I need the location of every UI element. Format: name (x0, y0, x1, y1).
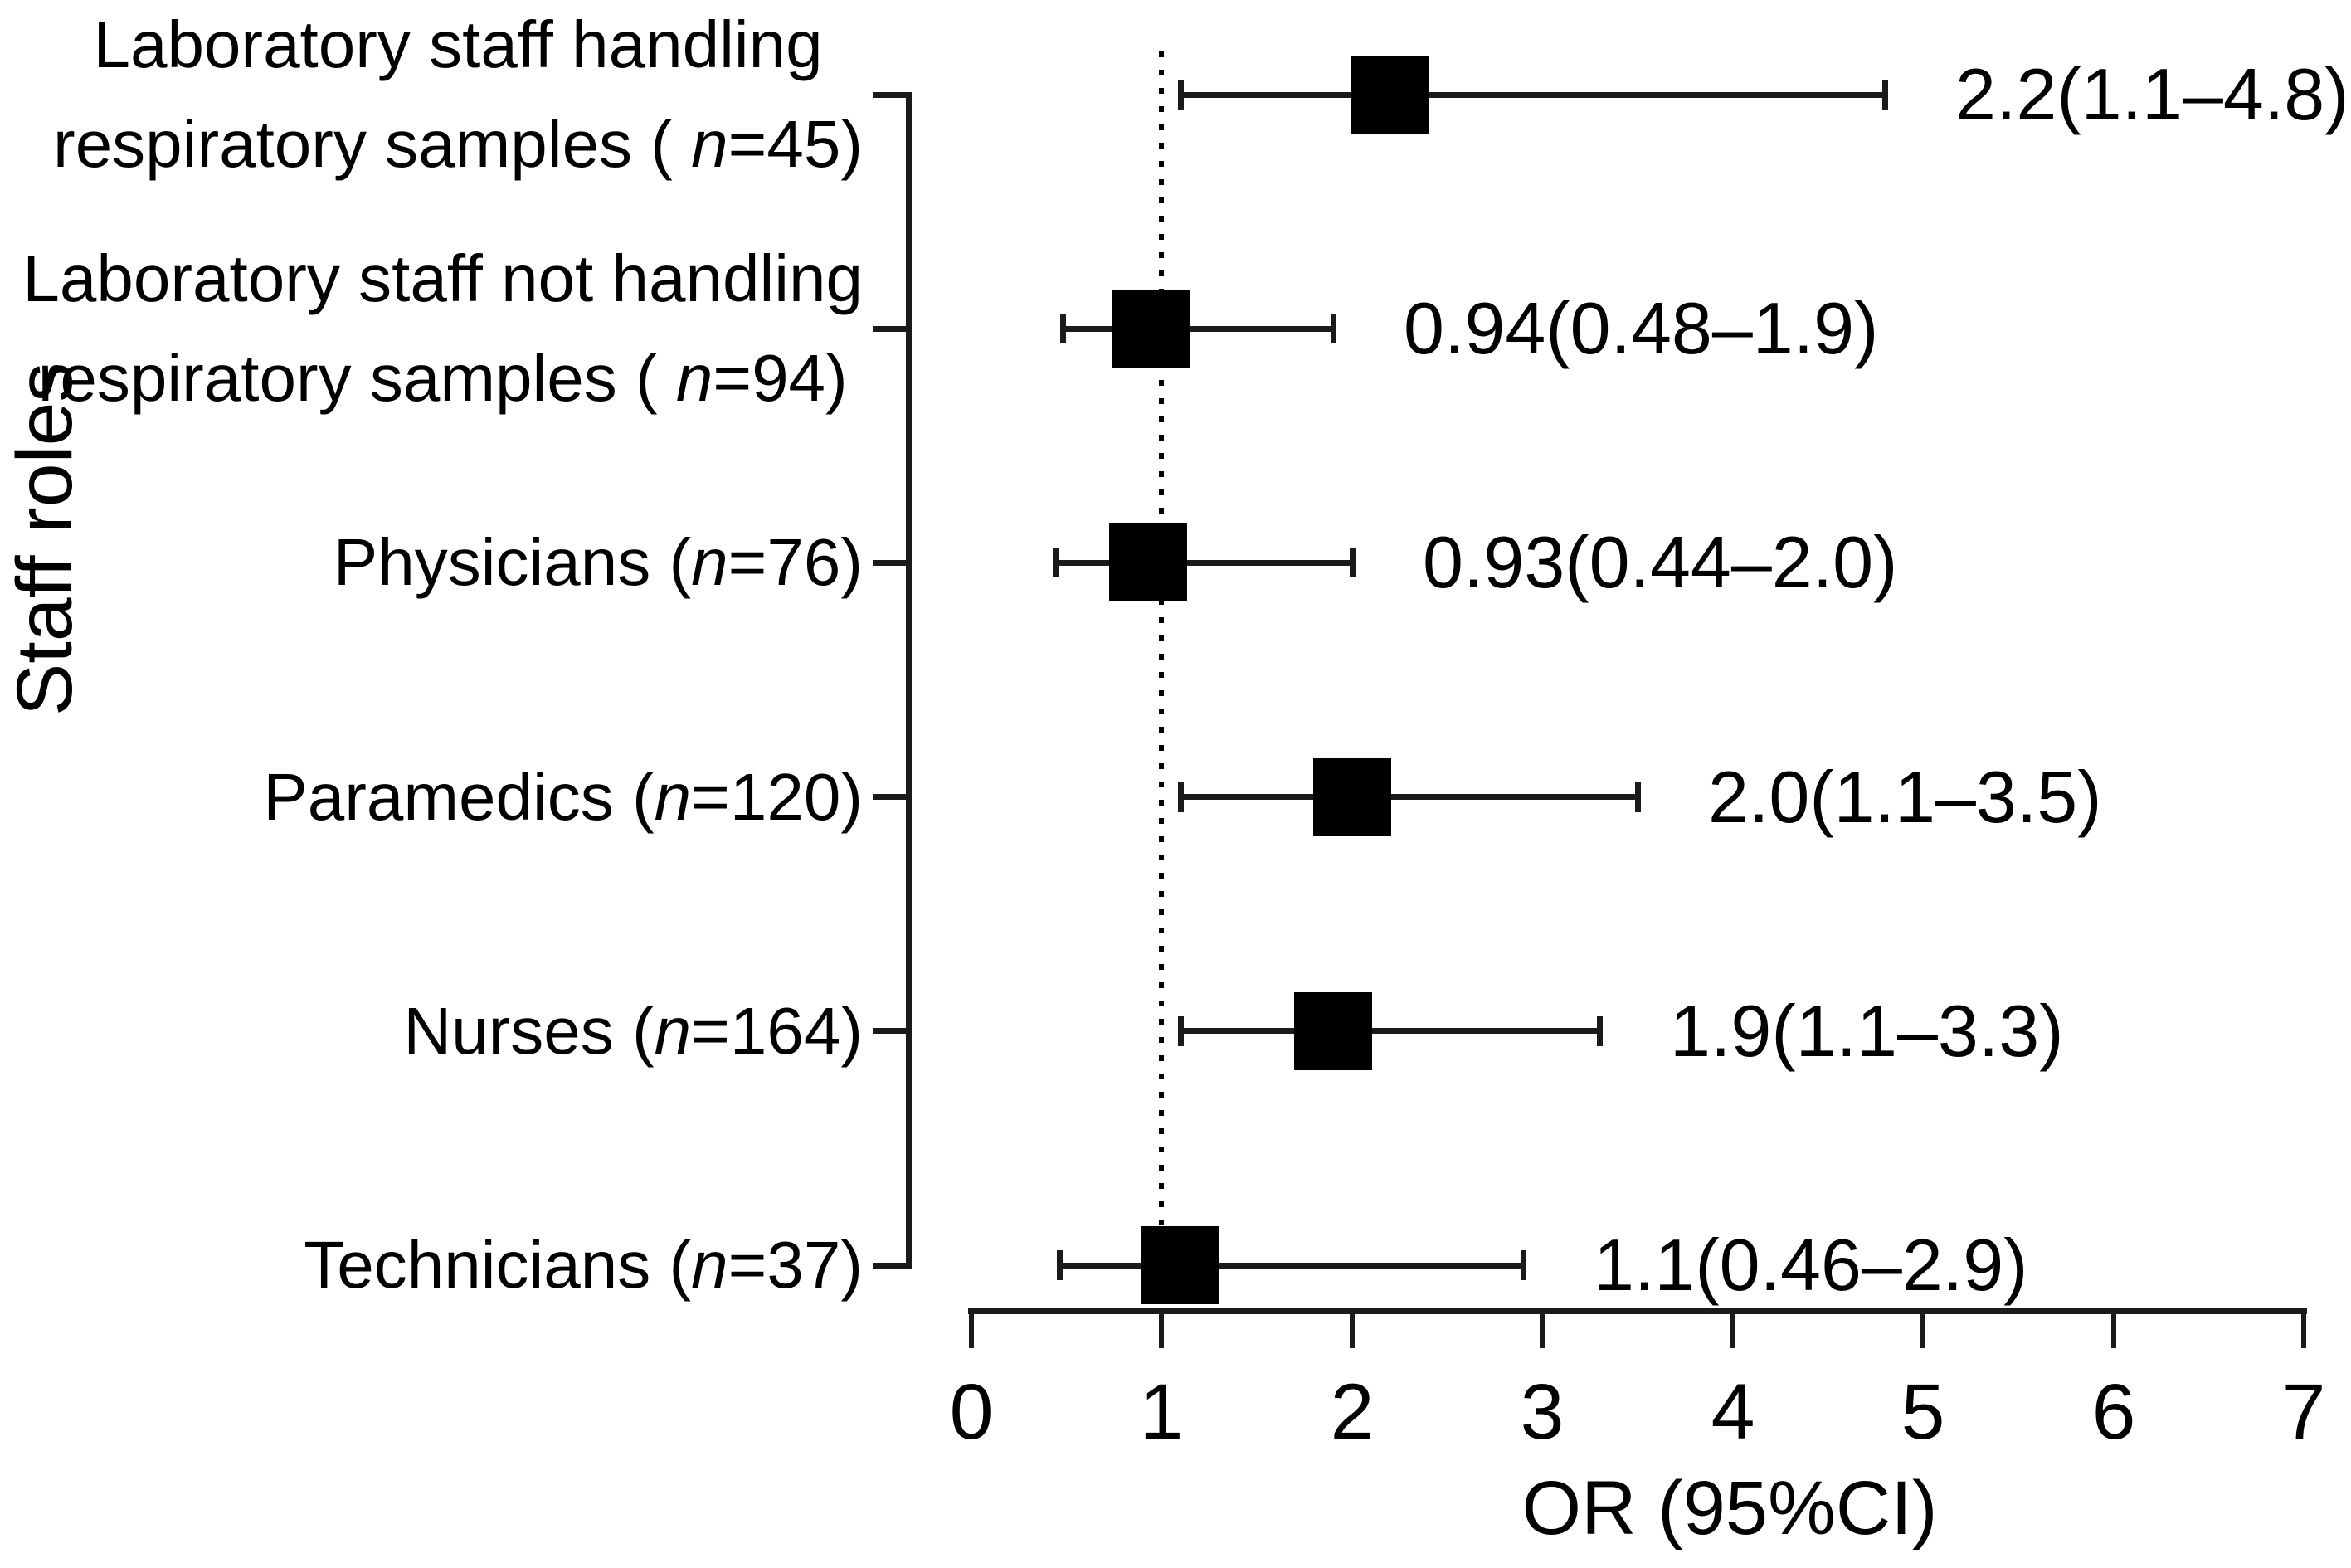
ci-whisker (1063, 326, 1333, 332)
x-axis-line (968, 1308, 2307, 1314)
x-axis-tick (1159, 1311, 1164, 1348)
row-label: Paramedics (n=120) (263, 747, 863, 847)
ci-cap-low (1060, 314, 1066, 343)
y-axis-tick (873, 1028, 906, 1034)
row-label: Nurses (n=164) (403, 981, 863, 1081)
ci-cap-high (1331, 314, 1336, 343)
x-axis-tick (2301, 1311, 2306, 1348)
y-axis-tick (873, 326, 906, 332)
x-tick-label: 0 (949, 1368, 994, 1456)
row-label: Laboratory staff not handling respiratory… (22, 229, 863, 428)
ci-value-label: 2.0(1.1–3.5) (1708, 756, 2102, 838)
x-tick-label: 7 (2281, 1368, 2326, 1456)
ci-whisker (1180, 92, 1885, 98)
row-label-line: Physicians (n=76) (333, 525, 863, 599)
x-tick-label: 2 (1330, 1368, 1375, 1456)
row-label: Laboratory staff handling respiratory sam… (53, 0, 863, 194)
ci-cap-high (1597, 1016, 1603, 1046)
ci-value-label: 1.1(0.46–2.9) (1594, 1224, 2028, 1306)
ci-cap-high (1635, 782, 1641, 812)
x-axis-title: OR (95%CI) (1521, 1466, 1938, 1551)
x-tick-label: 4 (1711, 1368, 1755, 1456)
ci-cap-low (1053, 548, 1059, 577)
y-axis-tick (873, 92, 906, 98)
x-tick-label: 5 (1901, 1368, 1945, 1456)
or-marker-box (1351, 56, 1429, 134)
x-axis-tick (1730, 1311, 1735, 1348)
x-tick-label: 3 (1520, 1368, 1565, 1456)
row-label-line: Paramedics (n=120) (263, 760, 863, 834)
y-axis-tick (873, 794, 906, 800)
or-marker-box (1112, 290, 1190, 368)
ci-whisker (1180, 794, 1638, 800)
or-marker-box (1141, 1226, 1219, 1304)
ci-value-label: 0.94(0.48–1.9) (1404, 287, 1879, 369)
or-marker-box (1313, 758, 1391, 836)
n-italic: n (691, 525, 728, 599)
x-axis-tick (1540, 1311, 1545, 1348)
ci-whisker (1180, 1028, 1599, 1034)
or-marker-box (1109, 523, 1187, 601)
ci-whisker (1059, 1263, 1524, 1269)
ci-value-label: 1.9(1.1–3.3) (1670, 990, 2064, 1072)
row-label-line: Laboratory staff handling (93, 7, 823, 81)
row-label-line: Nurses (n=164) (403, 994, 863, 1068)
ci-cap-high (1521, 1250, 1526, 1280)
row-label-line: Laboratory staff not handling (22, 241, 863, 315)
x-tick-label: 6 (2091, 1368, 2136, 1456)
x-axis-tick (1920, 1311, 1925, 1348)
ci-value-label: 0.93(0.44–2.0) (1423, 521, 1898, 603)
row-label-line: respiratory samples ( n=45) (53, 107, 863, 181)
ci-cap-low (1178, 1016, 1184, 1046)
x-axis-tick (2111, 1311, 2116, 1348)
y-axis-bracket-line (906, 92, 912, 1269)
or-marker-box (1294, 992, 1372, 1070)
n-italic: n (691, 107, 728, 181)
x-axis-tick (1350, 1311, 1355, 1348)
ci-cap-high (1882, 80, 1888, 110)
ci-cap-low (1178, 80, 1184, 110)
row-label-line: respiratory samples ( n=94) (37, 341, 848, 415)
ci-cap-low (1057, 1250, 1063, 1280)
n-italic: n (654, 760, 692, 834)
y-axis-tick (873, 1263, 906, 1269)
ci-value-label: 2.2(1.1–4.8) (1955, 53, 2349, 135)
n-italic: n (654, 994, 692, 1068)
row-label: Physicians (n=76) (333, 513, 863, 612)
ci-cap-low (1178, 782, 1184, 812)
x-tick-label: 1 (1139, 1368, 1184, 1456)
ci-cap-high (1350, 548, 1356, 577)
n-italic: n (675, 341, 713, 415)
x-axis-tick (969, 1311, 974, 1348)
reference-line-or1 (1159, 51, 1164, 1311)
row-label-line: Technicians (n=37) (304, 1228, 863, 1302)
n-italic: n (691, 1228, 728, 1302)
row-label: Technicians (n=37) (304, 1215, 863, 1315)
ci-whisker (1055, 560, 1352, 566)
y-axis-tick (873, 560, 906, 566)
